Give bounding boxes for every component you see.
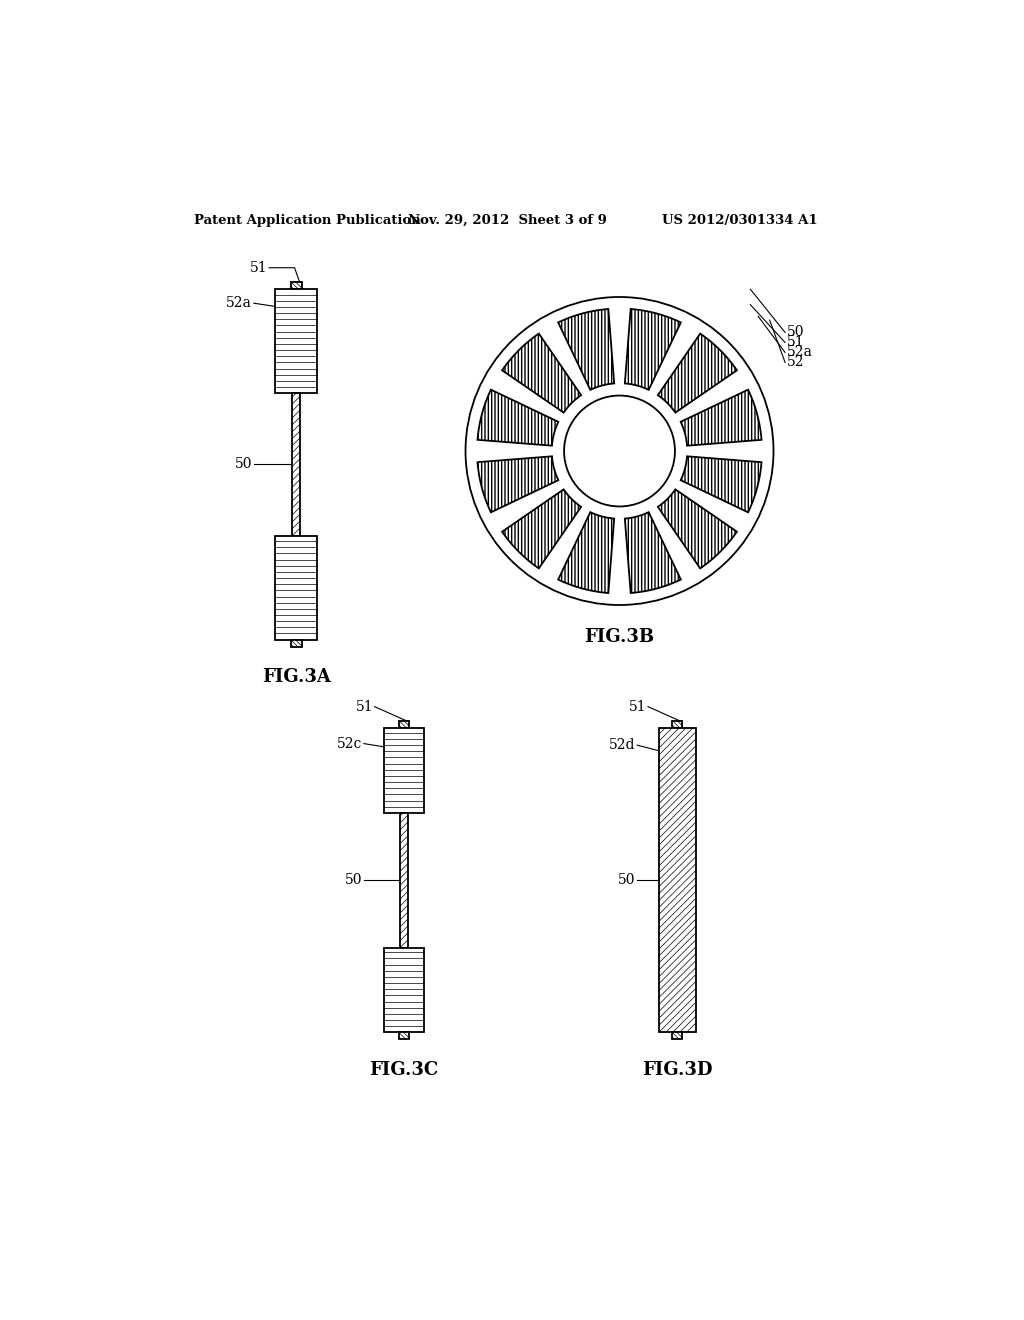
Text: 50: 50 xyxy=(786,326,804,339)
Text: FIG.3A: FIG.3A xyxy=(262,668,331,686)
Polygon shape xyxy=(399,721,409,729)
Text: US 2012/0301334 A1: US 2012/0301334 A1 xyxy=(662,214,817,227)
Text: 52a: 52a xyxy=(786,346,812,359)
Circle shape xyxy=(466,297,773,605)
Polygon shape xyxy=(658,729,695,1032)
Text: Patent Application Publication: Patent Application Publication xyxy=(194,214,421,227)
Polygon shape xyxy=(291,281,301,289)
Text: 50: 50 xyxy=(618,874,636,887)
Polygon shape xyxy=(672,721,682,729)
Text: 51: 51 xyxy=(629,700,646,714)
Polygon shape xyxy=(502,334,582,413)
Text: 51: 51 xyxy=(250,261,267,275)
Text: 51: 51 xyxy=(786,335,804,350)
Polygon shape xyxy=(477,389,558,446)
Polygon shape xyxy=(400,813,408,948)
Polygon shape xyxy=(657,490,737,569)
Polygon shape xyxy=(384,729,424,813)
Text: FIG.3B: FIG.3B xyxy=(585,628,654,645)
Polygon shape xyxy=(625,512,681,593)
Text: 50: 50 xyxy=(234,458,252,471)
Polygon shape xyxy=(384,948,424,1032)
Text: 52c: 52c xyxy=(337,737,362,751)
Polygon shape xyxy=(672,1032,682,1039)
Polygon shape xyxy=(477,457,558,512)
Text: 52a: 52a xyxy=(226,296,252,310)
Polygon shape xyxy=(292,393,300,536)
Polygon shape xyxy=(399,1032,409,1039)
Polygon shape xyxy=(274,289,317,393)
Text: 51: 51 xyxy=(355,700,373,714)
Polygon shape xyxy=(291,640,301,647)
Polygon shape xyxy=(681,457,762,512)
Circle shape xyxy=(564,396,675,507)
Text: 52: 52 xyxy=(786,355,804,370)
Text: FIG.3C: FIG.3C xyxy=(370,1061,438,1078)
Polygon shape xyxy=(274,536,317,640)
Polygon shape xyxy=(681,389,762,446)
Text: 50: 50 xyxy=(345,874,362,887)
Polygon shape xyxy=(558,309,614,389)
Polygon shape xyxy=(558,512,614,593)
Text: 52d: 52d xyxy=(609,738,636,752)
Polygon shape xyxy=(657,334,737,413)
Text: FIG.3D: FIG.3D xyxy=(642,1061,713,1078)
Polygon shape xyxy=(625,309,681,389)
Polygon shape xyxy=(502,490,582,569)
Text: Nov. 29, 2012  Sheet 3 of 9: Nov. 29, 2012 Sheet 3 of 9 xyxy=(408,214,606,227)
